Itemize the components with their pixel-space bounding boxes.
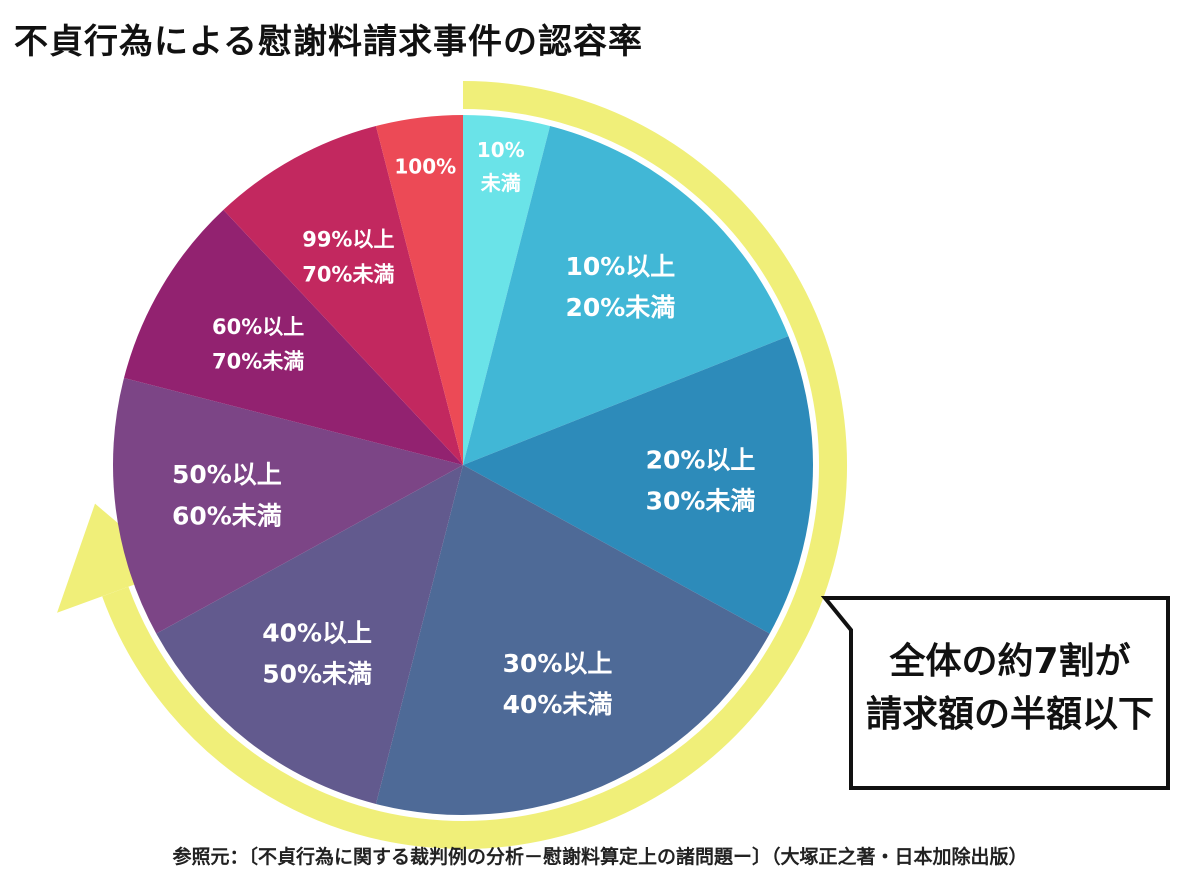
pie-slice-8 xyxy=(375,115,463,465)
chart-title: 不貞行為による慰謝料請求事件の認容率 xyxy=(14,22,643,62)
pie-slice-5 xyxy=(113,377,464,634)
pie-slice-7 xyxy=(223,125,463,465)
pie-slice-2 xyxy=(463,336,813,634)
pie-slice-1 xyxy=(463,125,789,465)
slice-label-2-line-1: 30%未満 xyxy=(646,487,756,516)
callout-text-line-2: 請求額の半額以下 xyxy=(866,694,1154,735)
slice-label-2-line-0: 20%以上 xyxy=(646,445,756,474)
slice-label-4-line-0: 40%以上 xyxy=(262,618,372,647)
pie-slice-3 xyxy=(375,465,770,815)
slice-label-1-line-1: 20%未満 xyxy=(565,293,675,322)
slice-label-0-line-0: 10% xyxy=(477,138,525,162)
slice-label-8-line-0: 100% xyxy=(394,155,456,179)
slice-label-0-line-1: 未満 xyxy=(481,171,521,195)
slice-label-6-line-1: 70%未満 xyxy=(212,350,304,374)
slice-label-5-line-1: 60%未満 xyxy=(172,501,282,530)
pie-slice-6 xyxy=(123,209,463,465)
pie-slice-0 xyxy=(463,115,551,465)
highlight-arrowhead xyxy=(57,503,174,613)
slice-label-7-line-1: 70%未満 xyxy=(302,262,394,286)
callout-text-line-1: 全体の約7割が xyxy=(888,640,1130,682)
slice-label-7-line-0: 99%以上 xyxy=(302,228,394,252)
slice-label-3-line-0: 30%以上 xyxy=(503,649,613,678)
slice-label-5-line-0: 50%以上 xyxy=(172,460,282,489)
callout-box xyxy=(820,596,1170,790)
slice-label-3-line-1: 40%未満 xyxy=(503,690,613,719)
pie-slice-4 xyxy=(156,465,463,805)
slice-label-1-line-0: 10%以上 xyxy=(565,252,675,281)
highlight-arc xyxy=(102,81,847,849)
slice-label-6-line-0: 60%以上 xyxy=(212,315,304,339)
source-note: 参照元：〔不貞行為に関する裁判例の分析－慰謝料算定上の諸問題ー〕（大塚正之著・日… xyxy=(172,846,1028,868)
slice-label-4-line-1: 50%未満 xyxy=(262,660,372,689)
